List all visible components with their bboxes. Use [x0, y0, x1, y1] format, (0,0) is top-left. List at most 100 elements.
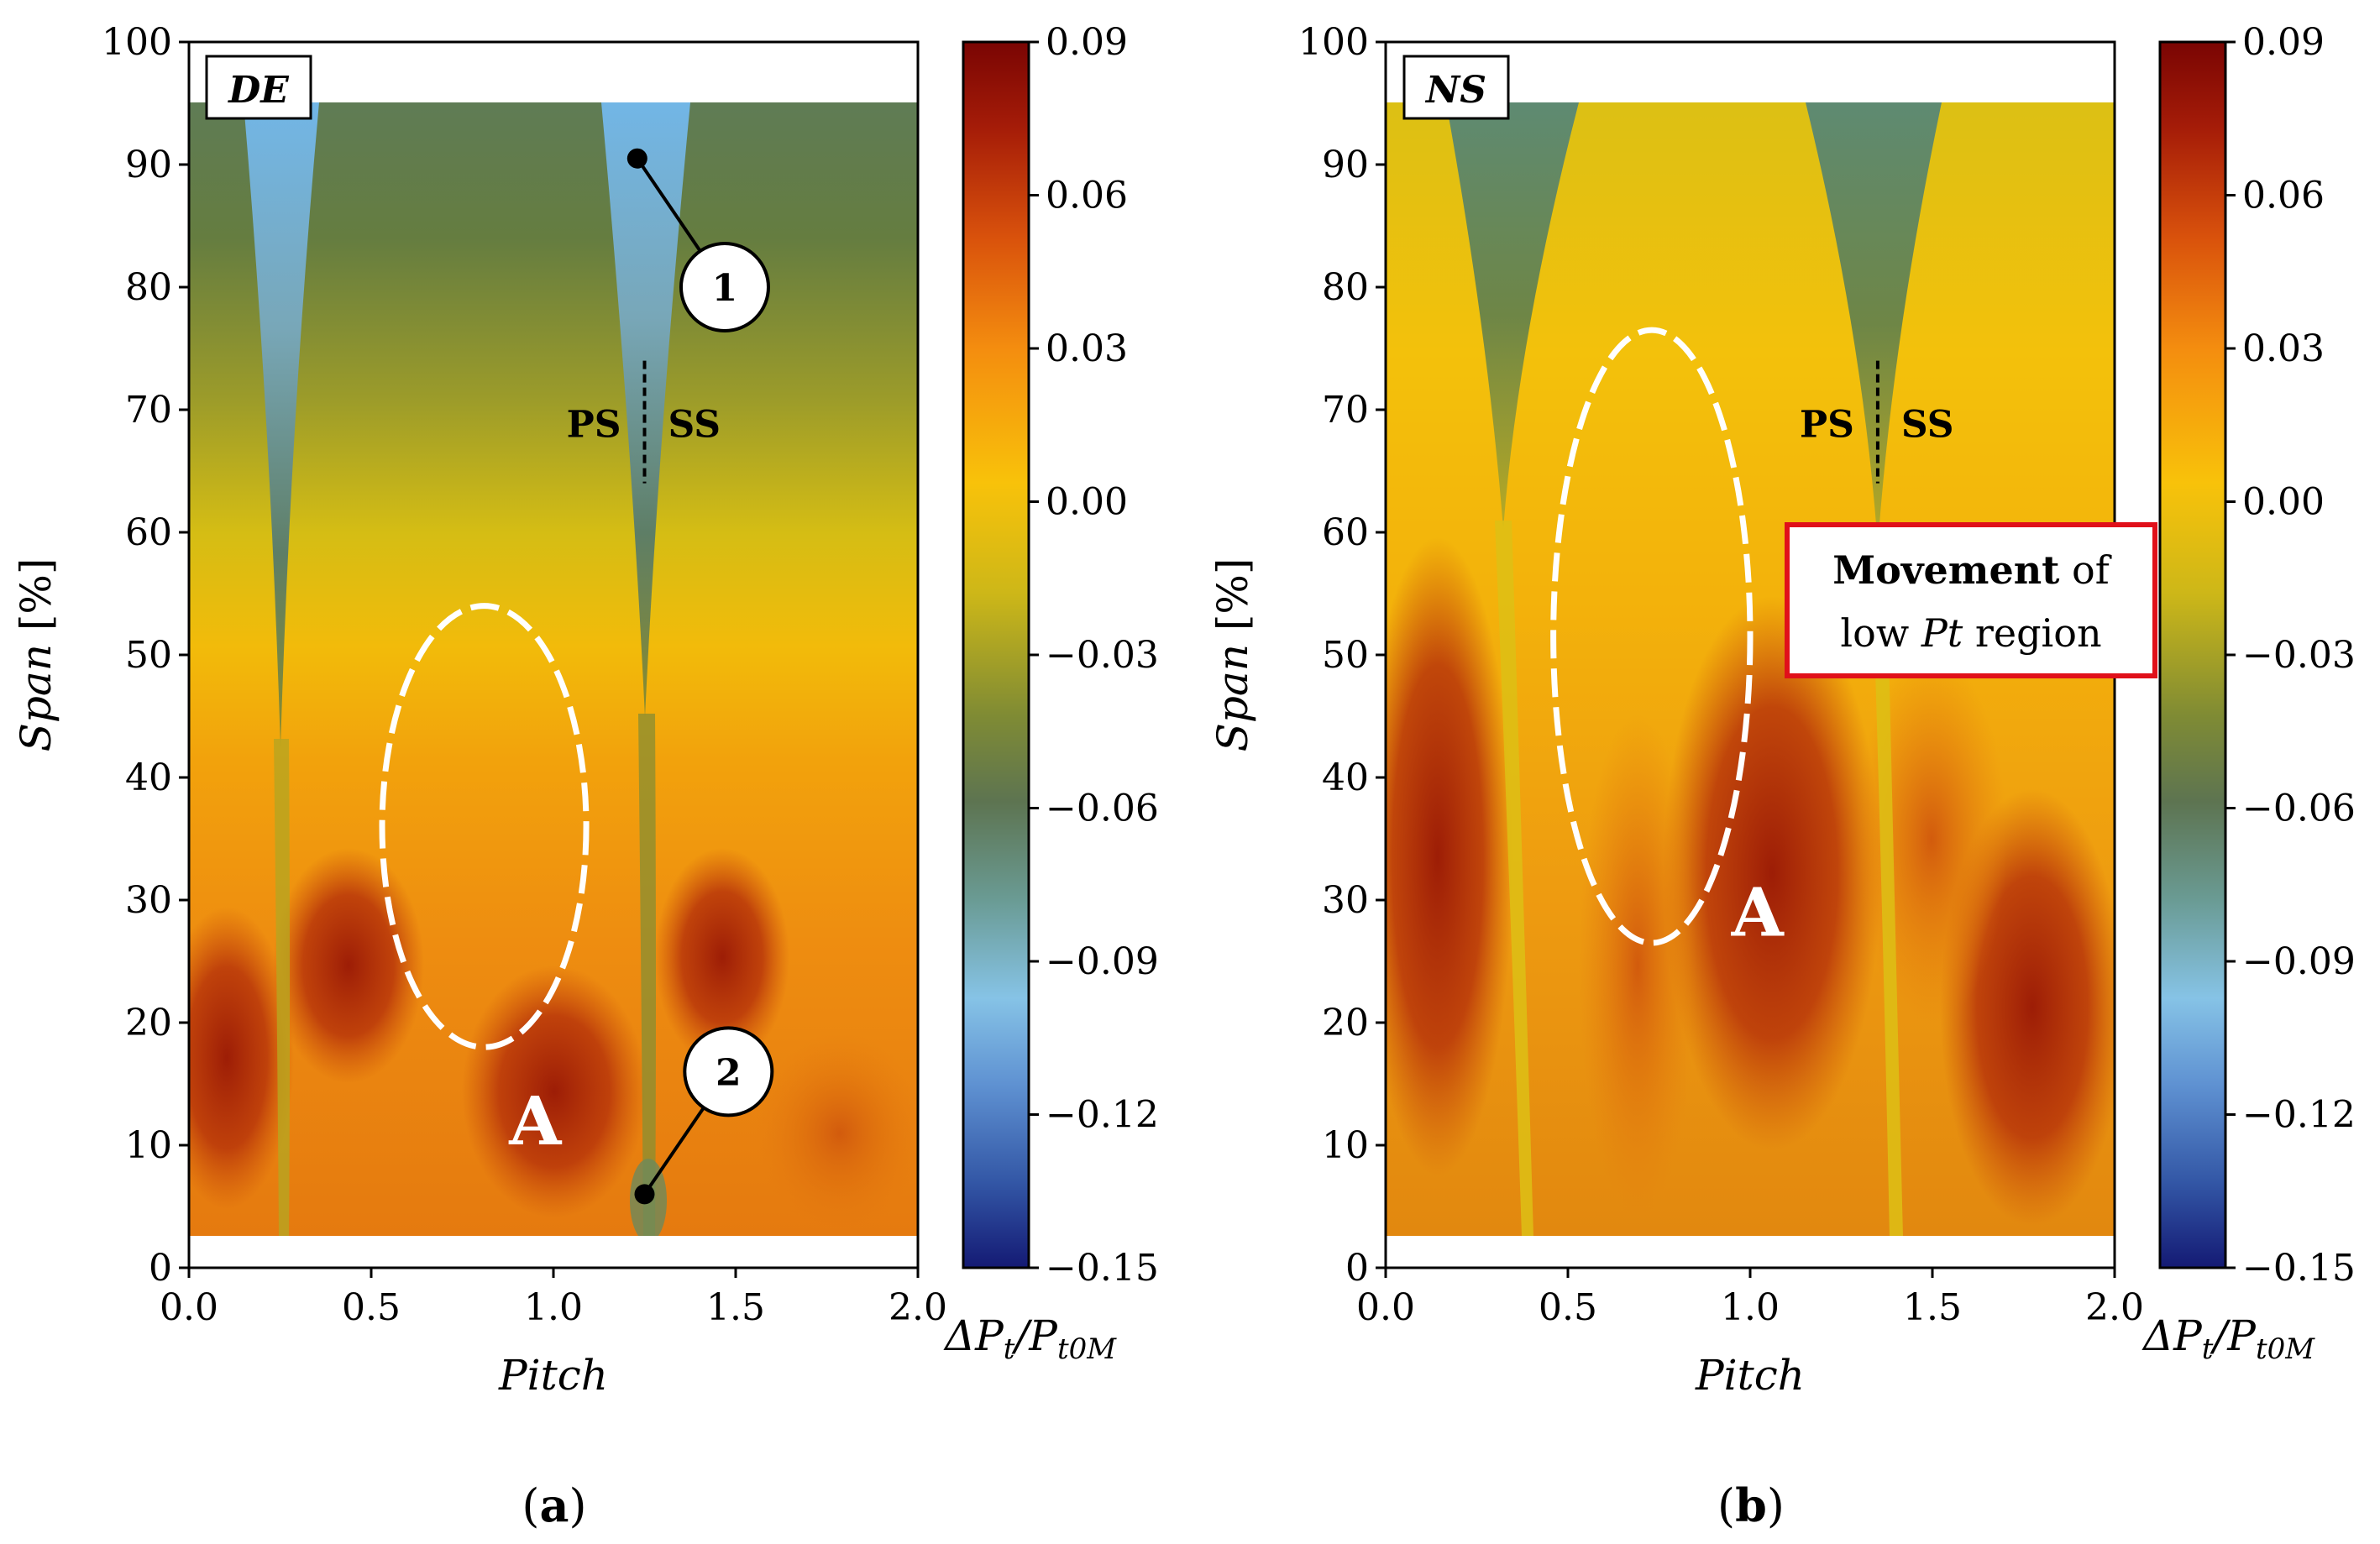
wake-trail-b2: [1871, 537, 1903, 1236]
colorbar-tick-label-b-6: −0.09: [2242, 940, 2356, 983]
annotation-line-1: Movement of: [1832, 547, 2112, 593]
hot-spot-b1: [1386, 537, 1513, 1175]
region-ellipse-a: [379, 603, 590, 1050]
y-tick-label-b-6: 60: [1322, 511, 1369, 554]
annotation-line-2: low Pt region: [1840, 610, 2101, 656]
colorbar-tick-label-b-7: −0.12: [2242, 1094, 2356, 1137]
contour-field-a: [189, 102, 918, 1236]
marker-2-label: 2: [716, 1051, 742, 1094]
hot-spot-a5: [756, 1033, 918, 1234]
panel-a: PS SS A 1 2 DE 0.0 0.5 1.0 1.5 2.0 0 10 20 30 40…: [12, 21, 1159, 1532]
hot-spot-a3: [462, 966, 647, 1217]
x-tick-label-b-0: 0.0: [1356, 1286, 1415, 1329]
colorbar-label-a: ΔPt/Pt0M: [943, 1311, 1117, 1366]
colorbar-tick-label-b-0: 0.09: [2242, 21, 2325, 64]
y-tick-label-b-1: 10: [1322, 1124, 1369, 1167]
y-tick-label-a-8: 80: [125, 266, 172, 309]
x-tick-label-b-1: 0.5: [1539, 1286, 1597, 1329]
colorbar-tick-label-b-3: 0.00: [2242, 481, 2325, 524]
colorbar-tick-label-b-5: −0.06: [2242, 788, 2356, 830]
y-tick-label-a-0: 0: [149, 1247, 172, 1290]
x-tick-label-b-4: 2.0: [2085, 1286, 2144, 1329]
region-ellipse-b: [1550, 327, 1754, 946]
colorbar-ticks-a: 0.09 0.06 0.03 0.00 −0.03 −0.06 −0.09 −0.12 −0.1…: [1029, 21, 1159, 1290]
x-axis-label-b: Pitch: [1695, 1351, 1805, 1400]
region-label-a: A: [508, 1081, 562, 1160]
y-tick-label-b-10: 100: [1298, 21, 1369, 64]
region-label-b: A: [1731, 873, 1785, 952]
colorbar-tick-label-a-2: 0.03: [1046, 327, 1128, 370]
colorbar-tick-label-b-1: 0.06: [2242, 175, 2325, 217]
colorbar-tick-label-a-6: −0.09: [1046, 940, 1159, 983]
marker-2-dot: [634, 1184, 655, 1205]
wake-trail-a1: [274, 739, 290, 1236]
y-tick-label-a-2: 20: [125, 1002, 172, 1044]
colorbar-b: [2158, 40, 2227, 1269]
ps-label-a: PS: [567, 404, 621, 447]
x-tick-label-a-0: 0.0: [160, 1286, 218, 1329]
marker-1-badge: [679, 242, 770, 332]
marker-2-badge: [683, 1026, 774, 1117]
wake-a2: [601, 102, 690, 717]
x-axis-label-a: Pitch: [498, 1351, 608, 1400]
wake-b2: [1806, 102, 1942, 546]
y-tick-label-a-6: 60: [125, 511, 172, 554]
warm-zone-b1: [1579, 714, 1696, 1217]
y-tick-label-a-10: 100: [102, 21, 172, 64]
wake-trail-b1: [1495, 521, 1533, 1236]
colorbar-ticks-b: 0.09 0.06 0.03 0.00 −0.03 −0.06 −0.09 −0.12 −0.1…: [2225, 21, 2356, 1290]
annotation-box: Movement of low Pt region: [1785, 522, 2157, 678]
x-tick-label-b-2: 1.0: [1721, 1286, 1780, 1329]
caption-a: (a): [522, 1479, 586, 1532]
colorbar-tick-label-b-4: −0.03: [2242, 634, 2356, 677]
panel-tag-a: DE: [227, 69, 290, 112]
colorbar-tick-label-a-4: −0.03: [1046, 634, 1159, 677]
colorbar-tick-label-a-0: 0.09: [1046, 21, 1128, 64]
colorbar-tick-label-b-8: −0.15: [2242, 1247, 2356, 1290]
colorbar-tick-label-a-7: −0.12: [1046, 1094, 1159, 1137]
y-tick-label-a-3: 30: [125, 879, 172, 922]
x-ticks-a: 0.0 0.5 1.0 1.5 2.0: [160, 1268, 947, 1329]
colorbar-a: [962, 40, 1030, 1269]
x-tick-label-a-1: 0.5: [342, 1286, 401, 1329]
wake-a1: [244, 102, 319, 747]
colorbar-label-b: ΔPt/Pt0M: [2141, 1311, 2315, 1366]
annotation-frame: [1785, 522, 2157, 678]
x-tick-label-a-3: 1.5: [706, 1286, 765, 1329]
wake-b1: [1446, 102, 1579, 529]
y-tick-label-b-2: 20: [1322, 1002, 1369, 1044]
caption-b: (b): [1717, 1479, 1785, 1532]
wake-trail-a2: [638, 714, 656, 1236]
colorbar-tick-label-a-1: 0.06: [1046, 175, 1128, 217]
y-axis-label-b: Span [%]: [1208, 558, 1257, 752]
y-tick-label-a-5: 50: [125, 634, 172, 677]
x-tick-label-a-4: 2.0: [889, 1286, 947, 1329]
y-ticks-b: 0 10 20 30 40 50 60 70 80 90 100: [1298, 21, 1386, 1290]
y-ticks-a: 0 10 20 30 40 50 60 70 80 90 100: [102, 21, 189, 1290]
ps-label-b: PS: [1800, 404, 1854, 447]
marker-1-label: 1: [712, 267, 738, 310]
hot-spot-a2: [273, 848, 424, 1083]
x-ticks-b: 0.0 0.5 1.0 1.5 2.0: [1356, 1268, 2144, 1329]
y-tick-label-a-1: 10: [125, 1124, 172, 1167]
panel-tag-box-b: [1402, 55, 1510, 120]
colorbar-tick-label-a-5: −0.06: [1046, 788, 1159, 830]
x-tick-label-b-3: 1.5: [1903, 1286, 1962, 1329]
hot-spot-a4: [655, 848, 789, 1066]
colorbar-tick-label-a-3: 0.00: [1046, 481, 1128, 524]
y-tick-label-b-3: 30: [1322, 879, 1369, 922]
y-axis-label-a: Span [%]: [12, 558, 60, 752]
hot-spot-b2: [1663, 596, 1881, 1150]
colorbar-tick-label-a-8: −0.15: [1046, 1247, 1159, 1290]
y-tick-label-a-7: 70: [125, 389, 172, 432]
ss-label-b: SS: [1901, 404, 1954, 447]
y-tick-label-b-5: 50: [1322, 634, 1369, 677]
ss-label-a: SS: [668, 404, 721, 447]
y-tick-label-b-8: 80: [1322, 266, 1369, 309]
hot-spot-a1: [189, 907, 294, 1209]
colorbar-tick-label-b-2: 0.03: [2242, 327, 2325, 370]
y-tick-label-a-9: 90: [125, 144, 172, 186]
y-tick-label-b-7: 70: [1322, 389, 1369, 432]
panel-tag-b: NS: [1424, 69, 1486, 112]
